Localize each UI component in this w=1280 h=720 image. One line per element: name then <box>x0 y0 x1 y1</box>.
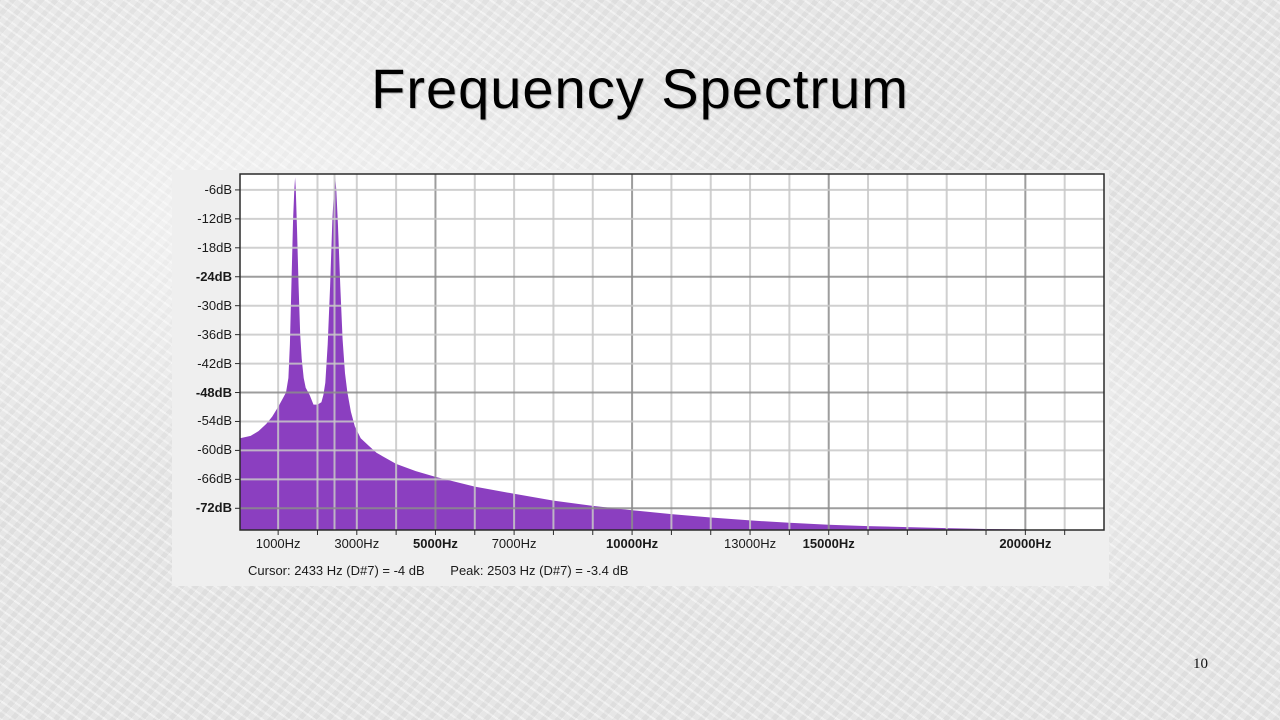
y-tick-label: -72dB <box>195 500 232 516</box>
status-bar: Cursor: 2433 Hz (D#7) = -4 dB Peak: 2503… <box>248 563 628 578</box>
cursor-readout: Cursor: 2433 Hz (D#7) = -4 dB <box>248 563 425 578</box>
x-tick-label: 7000Hz <box>491 536 537 551</box>
spectrum-plot[interactable] <box>172 170 1109 560</box>
y-tick-label: -36dB <box>197 326 232 342</box>
page-number: 10 <box>1193 656 1208 672</box>
y-tick-label: -60dB <box>197 442 232 458</box>
y-tick-label: -18dB <box>197 239 232 255</box>
y-tick-label: -24dB <box>195 268 232 284</box>
x-tick-label: 1000Hz <box>255 536 301 551</box>
x-tick-label: 15000Hz <box>802 536 855 551</box>
x-tick-label: 20000Hz <box>999 536 1052 551</box>
x-tick-label: 10000Hz <box>606 536 659 551</box>
slide-title: Frequency Spectrum <box>371 57 909 120</box>
x-tick-label: 5000Hz <box>413 536 458 551</box>
y-tick-label: -42dB <box>197 355 232 371</box>
spectrum-area <box>240 177 1104 530</box>
plot-border <box>239 173 1105 531</box>
peak-readout: Peak: 2503 Hz (D#7) = -3.4 dB <box>450 563 629 578</box>
y-tick-label: -66dB <box>197 471 232 487</box>
x-tick-label: 13000Hz <box>724 536 777 551</box>
x-tick-label: 3000Hz <box>334 536 380 551</box>
y-tick-label: -12dB <box>197 210 232 226</box>
y-tick-label: -6dB <box>204 181 232 197</box>
y-tick-label: -54dB <box>197 413 232 429</box>
y-tick-label: -30dB <box>197 297 232 313</box>
y-tick-label: -48dB <box>195 384 232 400</box>
spectrum-panel: -6dB -12dB -18dB -24dB -30dB -36dB -42dB -48dB -… <box>172 170 1109 586</box>
